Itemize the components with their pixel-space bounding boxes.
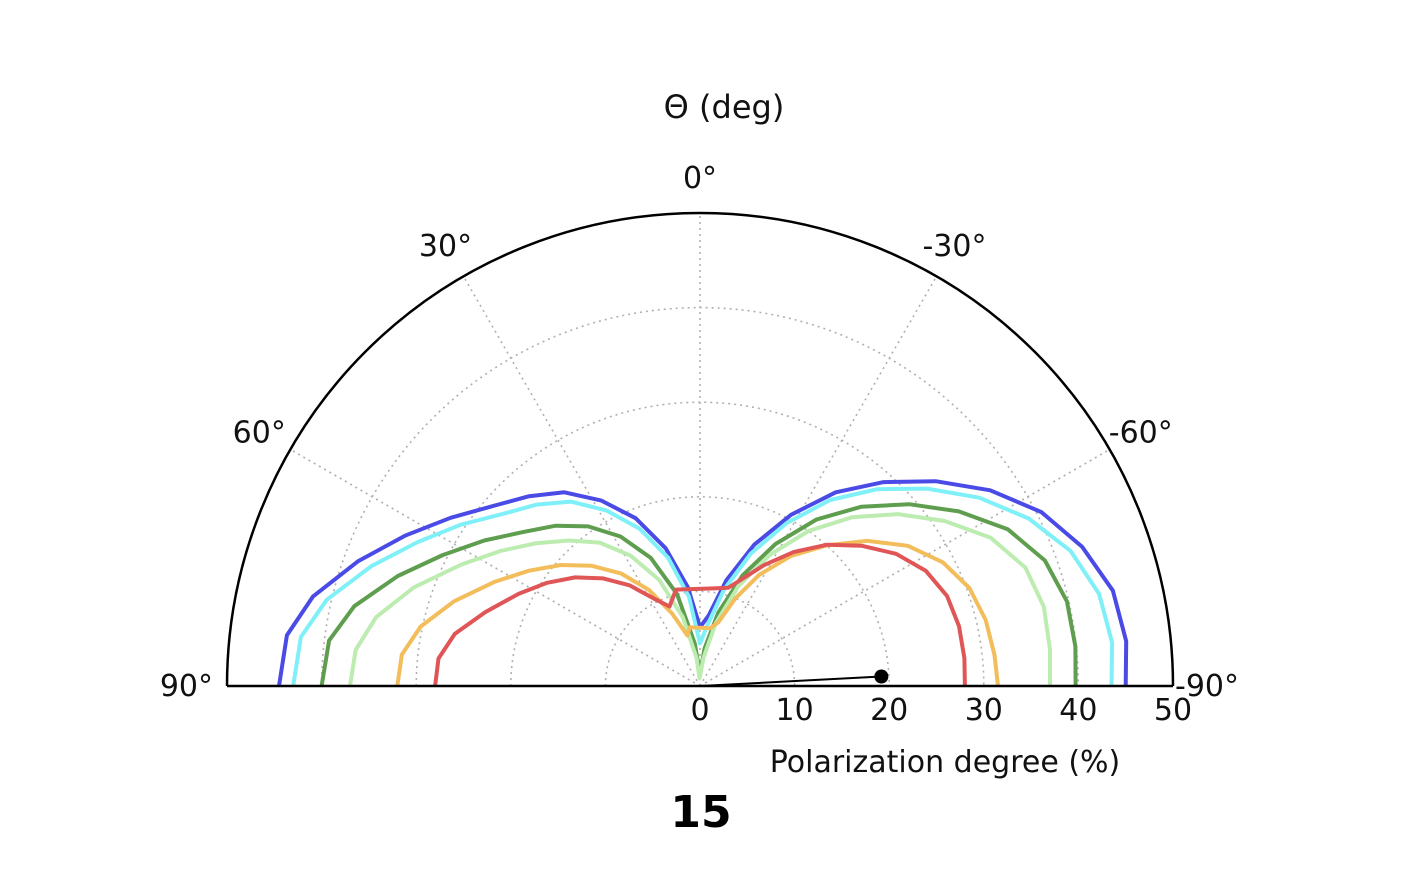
grid-arc-20: [510, 496, 890, 687]
outer-boundary-arc: [225, 211, 1175, 687]
grid-spoke-30: [462, 275, 701, 687]
grid-spoke--60: [699, 448, 1111, 687]
radial-tick-label: 30: [965, 693, 1003, 728]
theta-tick-label: -60°: [1109, 416, 1173, 451]
x-axis-label: Polarization degree (%): [770, 745, 1120, 780]
radial-tick-label: 20: [870, 693, 908, 728]
marker-line: [699, 675, 882, 687]
theta-tick-label: 0°: [683, 161, 717, 196]
theta-tick-label: 60°: [233, 416, 286, 451]
panel-label: 15: [670, 787, 731, 838]
grid-spoke--30: [699, 275, 938, 687]
radial-tick-label: 10: [776, 693, 814, 728]
theta-tick-label: 90°: [160, 669, 213, 704]
grid-arc-10: [604, 590, 796, 687]
series-line-lightgreen: [348, 512, 1052, 687]
radial-tick-labels: 0 10 20 30 40 50: [690, 693, 1192, 728]
radial-tick-label: 0: [690, 693, 709, 728]
radial-tick-label: 50: [1154, 693, 1192, 728]
series-line-red: [433, 542, 967, 687]
theta-tick-labels: 90° 60° 30° 0° -30° -60° -90°: [160, 161, 1239, 704]
series-line-orange: [395, 538, 1000, 687]
theta-axis-title: Θ (deg): [664, 88, 785, 126]
series-line-cyan: [291, 486, 1115, 687]
series-layer: [277, 479, 1129, 687]
theta-tick-label: -30°: [922, 229, 986, 264]
theta-tick-label: 30°: [419, 229, 472, 264]
marker-point: [874, 669, 889, 684]
polar-grid: [289, 213, 1111, 687]
radial-tick-label: 40: [1059, 693, 1097, 728]
grid-spoke-60: [289, 448, 701, 687]
theta-tick-label: -90°: [1175, 669, 1239, 704]
